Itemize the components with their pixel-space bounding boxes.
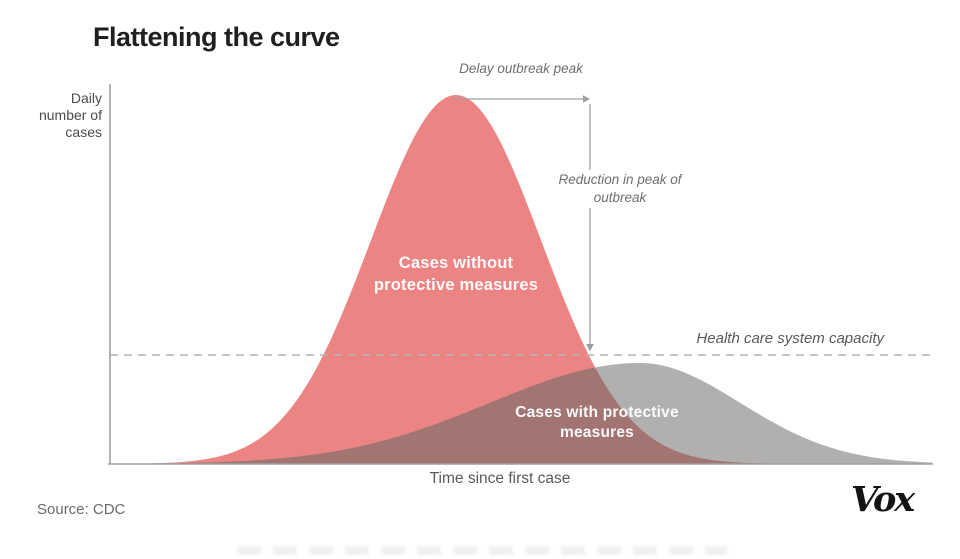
curve-overlap-region [110,367,933,464]
annotation-reduction-in-peak: Reduction in peak of outbreak [548,170,692,208]
label-cases-with-measures: Cases with protective measures [515,404,679,442]
y-axis-label: Daily number of cases [18,90,102,141]
y-axis-label-line: cases [65,124,102,140]
source-credit: Source: CDC [37,501,126,518]
x-axis-label: Time since first case [429,470,571,487]
annotation-delay-outbreak-peak: Delay outbreak peak [459,61,583,76]
reduction-arrowhead-down [586,344,594,352]
y-axis-label-line: Daily [70,90,102,106]
curve-without-measures [110,95,933,464]
health-care-capacity-label: Health care system capacity [696,330,884,347]
label-cases-without-measures: Cases without protective measures [373,254,539,294]
cropped-caption-remnant [237,546,727,555]
delay-arrowhead-right [583,95,590,103]
chart-title: Flattening the curve [93,22,340,52]
vox-logo: Vox [851,479,915,520]
y-axis-label-line: number of [38,107,102,123]
